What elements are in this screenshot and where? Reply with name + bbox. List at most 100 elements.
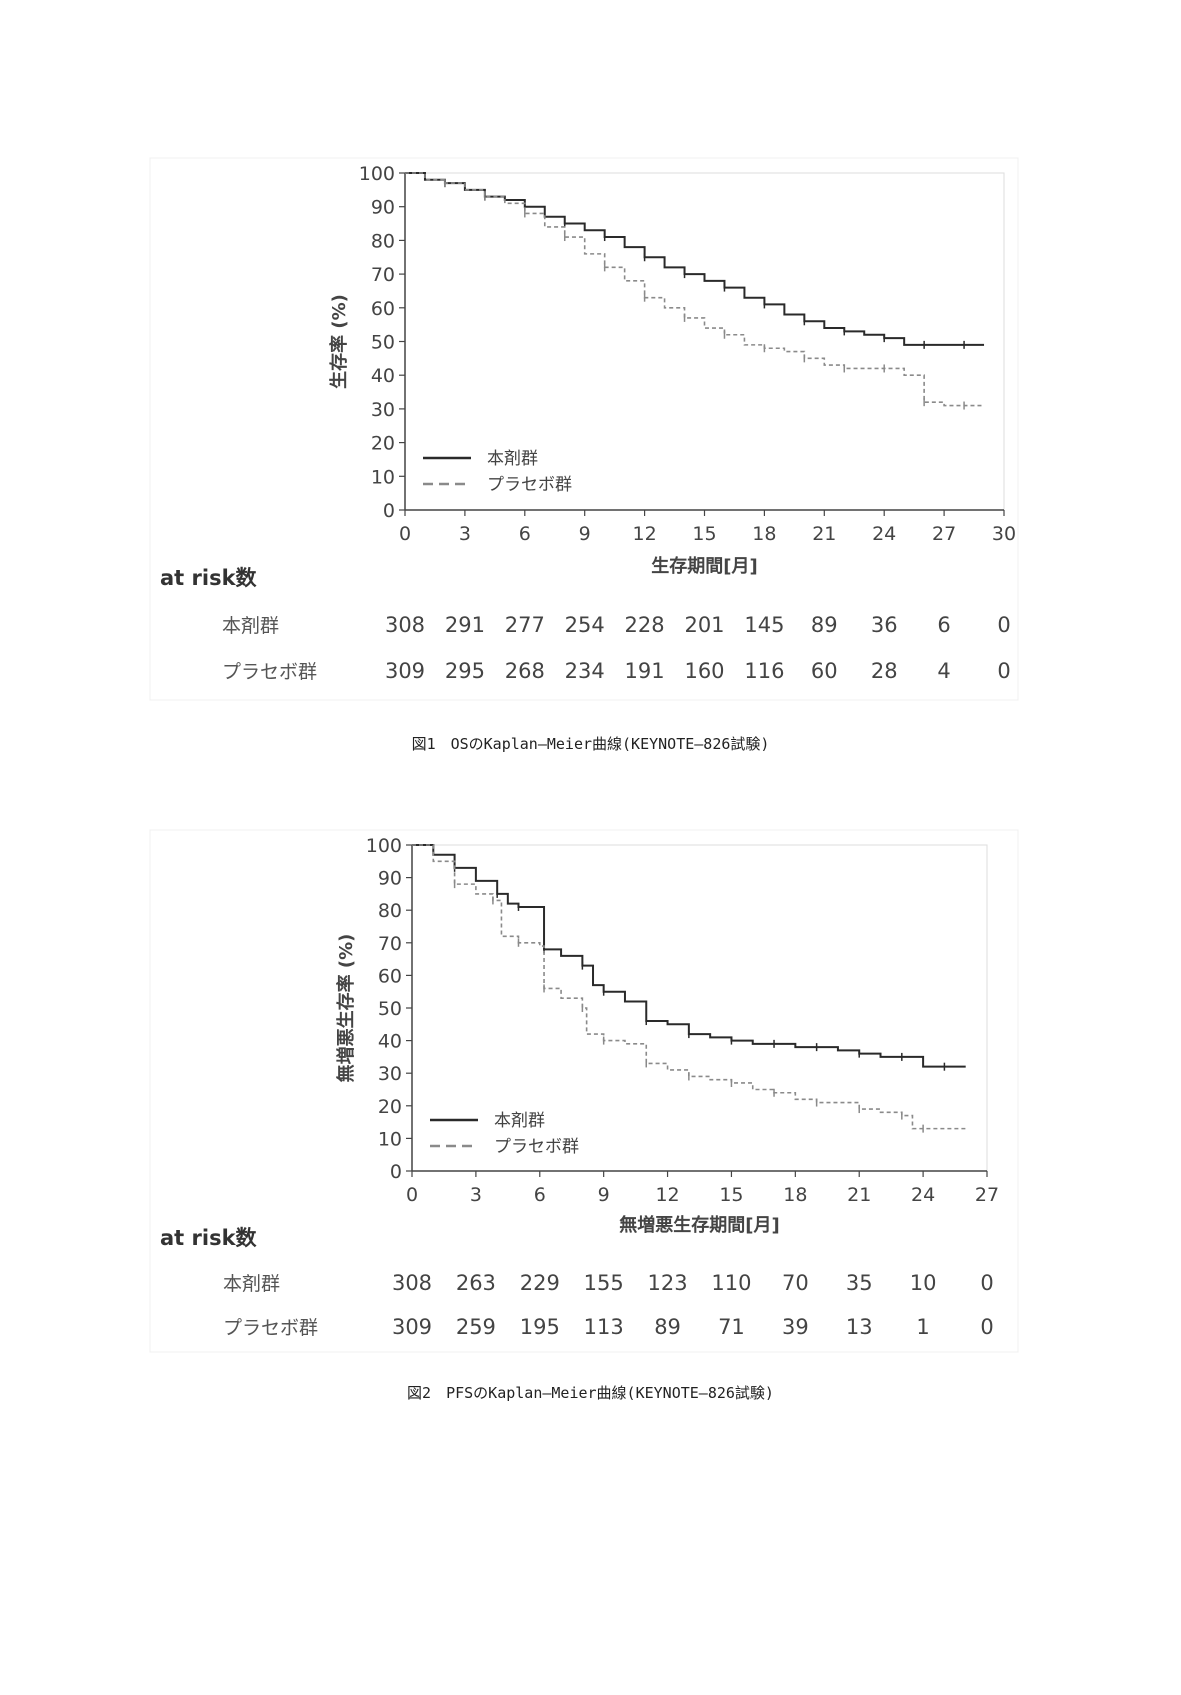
x-tick-label: 18 (783, 1184, 807, 1206)
at-risk-value: 36 (871, 613, 898, 637)
at-risk-value: 0 (997, 613, 1010, 637)
at-risk-value: 1 (916, 1315, 929, 1339)
x-tick-label: 3 (470, 1184, 482, 1206)
y-tick-label: 60 (378, 965, 402, 987)
x-tick-label: 24 (872, 523, 896, 545)
y-tick-label: 30 (378, 1063, 402, 1085)
y-tick-label: 60 (371, 298, 395, 320)
y-tick-label: 90 (378, 868, 402, 890)
legend-label: 本剤群 (494, 1111, 545, 1131)
y-tick-label: 10 (371, 466, 395, 488)
at-risk-value: 160 (684, 659, 724, 683)
at-risk-row-label: プラセボ群 (223, 1317, 318, 1339)
at-risk-value: 35 (846, 1271, 873, 1295)
x-tick-label: 15 (719, 1184, 743, 1206)
x-tick-label: 9 (598, 1184, 610, 1206)
at-risk-value: 277 (505, 613, 545, 637)
x-tick-label: 21 (847, 1184, 871, 1206)
pfs-caption: 図2 PFSのKaplan―Meier曲線(KEYNOTE―826試験) (407, 1384, 774, 1402)
y-tick-label: 40 (371, 365, 395, 387)
legend-label: プラセボ群 (487, 475, 572, 495)
at-risk-value: 89 (811, 613, 838, 637)
at-risk-value: 259 (456, 1315, 496, 1339)
x-tick-label: 24 (911, 1184, 935, 1206)
y-tick-label: 100 (359, 163, 395, 185)
at-risk-value: 113 (584, 1315, 624, 1339)
at-risk-value: 228 (625, 613, 665, 637)
at-risk-value: 155 (584, 1271, 624, 1295)
at-risk-value: 234 (565, 659, 605, 683)
at-risk-value: 123 (648, 1271, 688, 1295)
os-figure: 0 10 20 30 40 50 60 70 80 90 100 0 3 6 9 12 15 18 21 24 27 30… (0, 0, 1181, 800)
y-tick-label: 90 (371, 197, 395, 219)
at-risk-value: 116 (744, 659, 784, 683)
at-risk-value: 10 (910, 1271, 937, 1295)
x-axis-title: 無増悪生存期間[月] (619, 1214, 779, 1236)
at-risk-value: 191 (625, 659, 665, 683)
at-risk-title: at risk数 (160, 1226, 258, 1250)
at-risk-value: 0 (997, 659, 1010, 683)
at-risk-value: 268 (505, 659, 545, 683)
at-risk-value: 229 (520, 1271, 560, 1295)
at-risk-value: 309 (385, 659, 425, 683)
at-risk-value: 309 (392, 1315, 432, 1339)
at-risk-value: 60 (811, 659, 838, 683)
at-risk-value: 6 (937, 613, 950, 637)
at-risk-value: 195 (520, 1315, 560, 1339)
at-risk-value: 263 (456, 1271, 496, 1295)
at-risk-value: 110 (711, 1271, 751, 1295)
pfs-figure: 0 10 20 30 40 50 60 70 80 90 100 0 3 6 9 12 15 18 21 24 27 無増… (0, 800, 1181, 1440)
y-tick-label: 100 (366, 835, 402, 857)
x-tick-label: 21 (812, 523, 836, 545)
at-risk-value: 291 (445, 613, 485, 637)
at-risk-value: 89 (654, 1315, 681, 1339)
at-risk-value: 13 (846, 1315, 873, 1339)
at-risk-value: 0 (980, 1315, 993, 1339)
x-tick-label: 0 (399, 523, 411, 545)
at-risk-title: at risk数 (160, 566, 258, 590)
x-axis-title: 生存期間[月] (651, 555, 757, 577)
at-risk-value: 70 (782, 1271, 809, 1295)
at-risk-row-label: プラセボ群 (222, 661, 317, 683)
at-risk-value: 295 (445, 659, 485, 683)
at-risk-value: 254 (565, 613, 605, 637)
at-risk-value: 308 (385, 613, 425, 637)
at-risk-value: 28 (871, 659, 898, 683)
y-tick-label: 20 (378, 1096, 402, 1118)
treatment-curve (405, 172, 985, 346)
os-caption: 図1 OSのKaplan―Meier曲線(KEYNOTE―826試験) (411, 735, 770, 753)
y-tick-label: 50 (371, 332, 395, 354)
x-tick-label: 0 (406, 1184, 418, 1206)
at-risk-value: 4 (937, 659, 950, 683)
y-tick-label: 70 (371, 264, 395, 286)
x-tick-label: 6 (534, 1184, 546, 1206)
at-risk-value: 0 (980, 1271, 993, 1295)
x-tick-label: 9 (579, 523, 591, 545)
y-axis-title: 無増悪生存率 (%) (335, 934, 357, 1083)
y-axis-title: 生存率 (%) (328, 294, 350, 389)
at-risk-value: 308 (392, 1271, 432, 1295)
at-risk-row-label: 本剤群 (223, 1273, 280, 1295)
x-tick-label: 12 (633, 523, 657, 545)
at-risk-value: 201 (684, 613, 724, 637)
x-tick-label: 3 (459, 523, 471, 545)
at-risk-value: 71 (718, 1315, 745, 1339)
legend-label: プラセボ群 (494, 1137, 579, 1157)
y-tick-label: 10 (378, 1128, 402, 1150)
placebo-curve (412, 844, 966, 1130)
y-tick-label: 80 (371, 230, 395, 252)
x-tick-label: 6 (519, 523, 531, 545)
y-tick-label: 40 (378, 1031, 402, 1053)
x-tick-label: 12 (655, 1184, 679, 1206)
y-tick-label: 20 (371, 433, 395, 455)
placebo-curve (405, 172, 985, 407)
image-frame (149, 157, 1019, 701)
x-tick-label: 30 (992, 523, 1016, 545)
y-tick-label: 0 (390, 1161, 402, 1183)
at-risk-value: 39 (782, 1315, 809, 1339)
at-risk-value: 145 (744, 613, 784, 637)
y-tick-label: 0 (383, 500, 395, 522)
y-tick-label: 50 (378, 998, 402, 1020)
y-tick-label: 70 (378, 933, 402, 955)
